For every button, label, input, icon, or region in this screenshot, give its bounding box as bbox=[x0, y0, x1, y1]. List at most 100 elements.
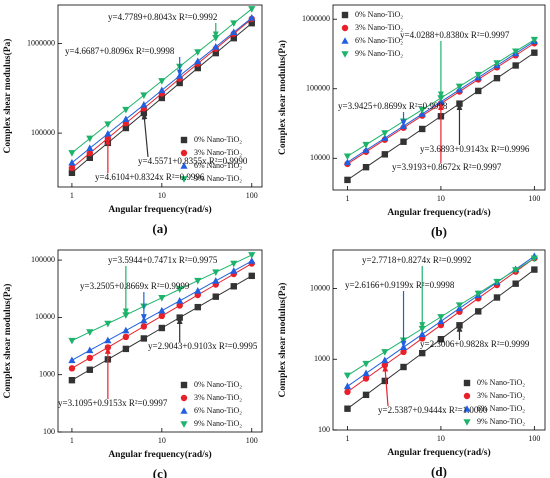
x-axis-label: Angular frequency(rad/s) bbox=[108, 204, 211, 215]
y-axis-label: Complex shear modulus(Pa) bbox=[277, 40, 288, 155]
x-tick-label: 10 bbox=[437, 434, 445, 443]
y-tick-label: 10000 bbox=[35, 312, 55, 321]
point bbox=[194, 49, 202, 56]
point bbox=[68, 365, 76, 372]
point bbox=[343, 153, 352, 161]
x-tick-label: 1 bbox=[345, 194, 349, 203]
point bbox=[530, 255, 538, 263]
point bbox=[230, 283, 237, 290]
point bbox=[400, 363, 407, 371]
y-tick-label: 100 bbox=[43, 427, 55, 436]
legend-marker bbox=[180, 149, 188, 157]
legend-marker bbox=[341, 11, 349, 19]
point bbox=[381, 349, 389, 356]
point bbox=[418, 330, 426, 338]
point bbox=[122, 345, 130, 353]
y-tick-label: 100 bbox=[318, 425, 330, 434]
y-axis-label: Complex shear modulus(Pa) bbox=[277, 283, 288, 398]
x-tick-label: 100 bbox=[246, 191, 258, 200]
legend-marker bbox=[463, 419, 471, 426]
point bbox=[248, 20, 255, 27]
point bbox=[362, 369, 370, 377]
y-tick-label: 100000 bbox=[306, 84, 330, 93]
point bbox=[68, 150, 76, 157]
equation: y=2.3006+0.9828x R²=0.9999 bbox=[420, 339, 530, 349]
point bbox=[104, 320, 112, 328]
equation: y=2.9043+0.9103x R²=0.9995 bbox=[148, 341, 258, 351]
x-axis-label: Angular frequency(rad/s) bbox=[387, 447, 490, 458]
point bbox=[493, 74, 501, 82]
point bbox=[230, 20, 238, 28]
x-tick-label: 100 bbox=[528, 434, 540, 443]
legend-marker bbox=[463, 379, 471, 387]
equation: y=2.5387+0.9444x R²=1.0000 bbox=[378, 405, 488, 415]
legend-label: 6% Nano-TiO₂ bbox=[477, 404, 525, 413]
point bbox=[68, 169, 76, 177]
point bbox=[122, 106, 130, 114]
point bbox=[158, 312, 166, 320]
point bbox=[512, 62, 519, 69]
point bbox=[140, 323, 148, 330]
point bbox=[104, 336, 112, 344]
point bbox=[158, 294, 166, 302]
point bbox=[419, 125, 426, 133]
point bbox=[493, 278, 501, 286]
point bbox=[158, 306, 166, 314]
point bbox=[248, 14, 256, 21]
x-tick-label: 10 bbox=[437, 194, 445, 203]
point bbox=[343, 158, 352, 166]
point bbox=[381, 377, 389, 385]
point bbox=[248, 6, 256, 13]
caption: (b) bbox=[431, 224, 447, 239]
point bbox=[230, 267, 238, 274]
legend-label: 0% Nano-TiO₂ bbox=[194, 135, 242, 144]
legend-marker bbox=[180, 407, 188, 414]
equation: y=3.6893+0.9143x R²=0.9996 bbox=[420, 144, 530, 154]
point bbox=[194, 287, 202, 294]
equation: y=3.9425+0.8699x R²=0.9998 bbox=[338, 101, 448, 111]
y-tick-label: 10000 bbox=[310, 283, 330, 292]
point bbox=[343, 382, 352, 390]
point bbox=[230, 34, 237, 42]
point bbox=[158, 94, 166, 102]
legend-label: 9% Nano-TiO₂ bbox=[194, 174, 242, 183]
point bbox=[194, 64, 201, 72]
legend-label: 6% Nano-TiO₂ bbox=[194, 161, 242, 170]
legend-label: 0% Nano-TiO₂ bbox=[355, 10, 403, 19]
point bbox=[230, 260, 238, 268]
point bbox=[455, 302, 464, 309]
point bbox=[158, 78, 166, 85]
point bbox=[248, 252, 256, 259]
point bbox=[362, 391, 370, 399]
equation: y=3.5944+0.7471x R²=0.9975 bbox=[108, 255, 218, 265]
point bbox=[86, 354, 93, 362]
legend-marker bbox=[463, 405, 471, 412]
point bbox=[158, 86, 166, 94]
x-tick-label: 1 bbox=[70, 191, 74, 200]
point bbox=[493, 60, 501, 67]
point bbox=[512, 48, 520, 56]
legend-label: 0% Nano-TiO₂ bbox=[194, 380, 242, 389]
point bbox=[68, 337, 76, 345]
point bbox=[400, 138, 407, 145]
point bbox=[418, 106, 426, 114]
equation: y=2.7718+0.8274x R²=0.9992 bbox=[362, 255, 471, 265]
legend-marker bbox=[341, 24, 349, 32]
equation: y=4.7789+0.8043x R²=0.9992 bbox=[108, 12, 217, 22]
y-tick-label: 1000000 bbox=[302, 14, 330, 23]
caption: (d) bbox=[431, 464, 447, 478]
point bbox=[68, 376, 76, 384]
y-tick-label: 10000 bbox=[310, 153, 330, 162]
point bbox=[86, 135, 94, 143]
point bbox=[344, 176, 351, 184]
equation: y=4.0288+0.8380x R²=0.9997 bbox=[400, 30, 510, 40]
plot-frame bbox=[57, 249, 263, 433]
x-axis-label: Angular frequency(rad/s) bbox=[108, 449, 211, 460]
point bbox=[512, 280, 519, 287]
point bbox=[104, 121, 112, 128]
caption: (a) bbox=[152, 221, 167, 236]
point bbox=[86, 366, 93, 373]
point bbox=[176, 79, 183, 87]
point bbox=[381, 151, 389, 158]
